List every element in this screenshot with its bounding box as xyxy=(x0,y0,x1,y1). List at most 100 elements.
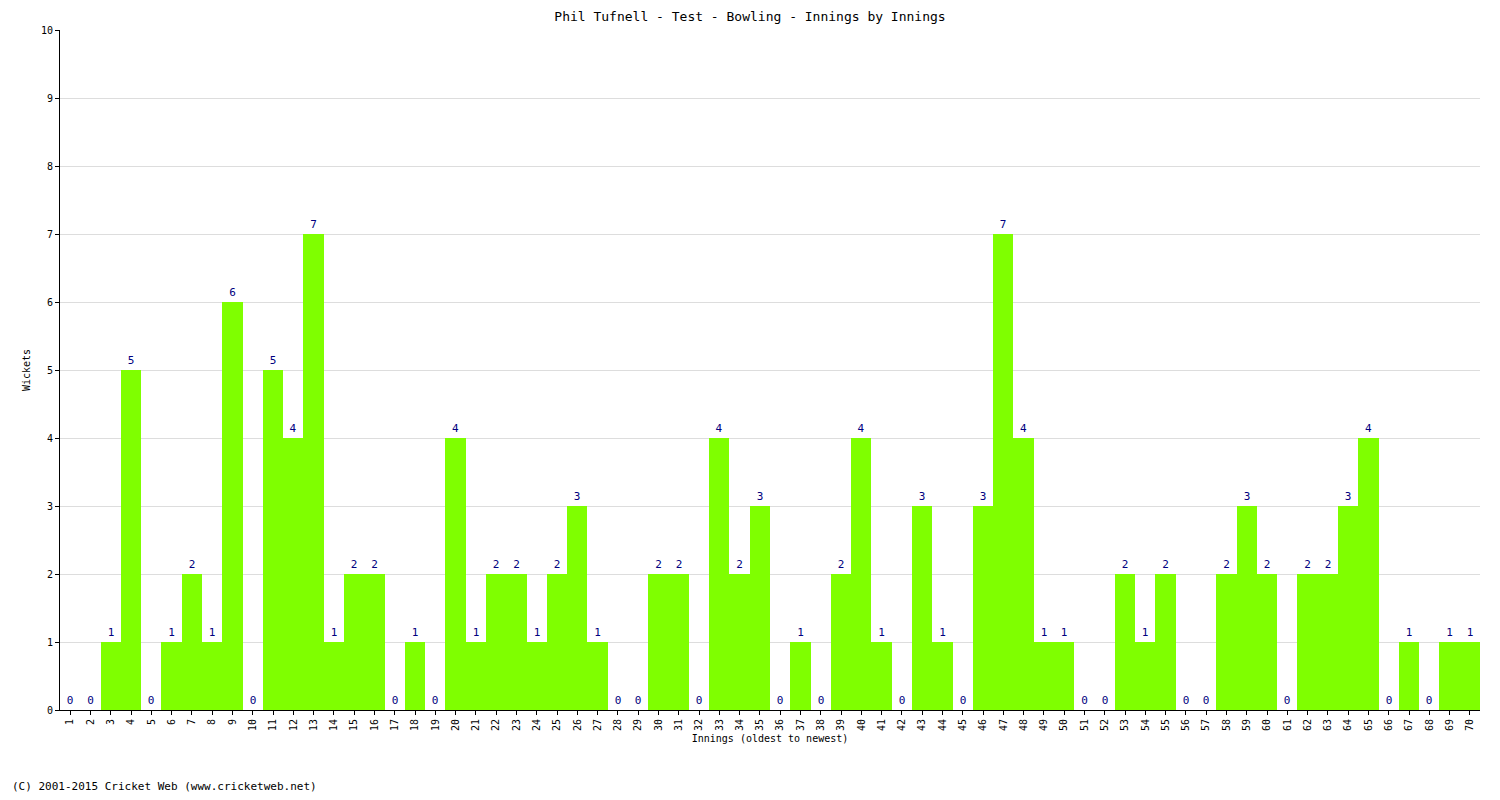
svg-text:2: 2 xyxy=(1304,558,1311,571)
svg-text:2: 2 xyxy=(1223,558,1230,571)
svg-text:52: 52 xyxy=(1099,719,1110,731)
svg-text:16: 16 xyxy=(369,719,380,731)
svg-text:20: 20 xyxy=(450,719,461,731)
svg-text:0: 0 xyxy=(1203,694,1210,707)
svg-text:2: 2 xyxy=(676,558,683,571)
svg-text:35: 35 xyxy=(754,719,765,731)
svg-text:62: 62 xyxy=(1302,719,1313,731)
svg-text:18: 18 xyxy=(409,719,420,731)
svg-text:60: 60 xyxy=(1261,719,1272,731)
svg-text:Wickets: Wickets xyxy=(21,349,32,391)
svg-text:70: 70 xyxy=(1464,719,1475,731)
svg-text:40: 40 xyxy=(856,719,867,731)
svg-text:4: 4 xyxy=(1020,422,1027,435)
svg-text:3: 3 xyxy=(757,490,764,503)
svg-text:3: 3 xyxy=(574,490,581,503)
svg-text:2: 2 xyxy=(493,558,500,571)
svg-text:22: 22 xyxy=(490,719,501,731)
svg-text:1: 1 xyxy=(1446,626,1453,639)
svg-text:5: 5 xyxy=(128,354,135,367)
svg-text:1: 1 xyxy=(1406,626,1413,639)
svg-text:27: 27 xyxy=(592,719,603,731)
svg-text:1: 1 xyxy=(473,626,480,639)
svg-text:0: 0 xyxy=(818,694,825,707)
svg-text:32: 32 xyxy=(693,719,704,731)
svg-text:0: 0 xyxy=(1081,694,1088,707)
svg-text:4: 4 xyxy=(1365,422,1372,435)
svg-text:24: 24 xyxy=(531,719,542,731)
svg-text:49: 49 xyxy=(1038,719,1049,731)
svg-text:50: 50 xyxy=(1058,719,1069,731)
svg-text:9: 9 xyxy=(47,93,53,104)
svg-text:55: 55 xyxy=(1160,719,1171,731)
svg-text:5: 5 xyxy=(146,719,157,725)
svg-text:1: 1 xyxy=(939,626,946,639)
svg-text:4: 4 xyxy=(716,422,723,435)
svg-text:3: 3 xyxy=(105,719,116,725)
svg-text:0: 0 xyxy=(696,694,703,707)
svg-text:61: 61 xyxy=(1282,719,1293,731)
svg-text:3: 3 xyxy=(47,501,53,512)
svg-text:6: 6 xyxy=(229,286,236,299)
svg-text:3: 3 xyxy=(919,490,926,503)
svg-text:2: 2 xyxy=(1264,558,1271,571)
svg-text:58: 58 xyxy=(1221,719,1232,731)
svg-text:26: 26 xyxy=(572,719,583,731)
svg-text:3: 3 xyxy=(1345,490,1352,503)
svg-text:(C) 2001-2015 Cricket Web (www: (C) 2001-2015 Cricket Web (www.cricketwe… xyxy=(12,780,317,793)
svg-text:Innings (oldest to newest): Innings (oldest to newest) xyxy=(692,733,849,744)
svg-text:53: 53 xyxy=(1119,719,1130,731)
svg-text:4: 4 xyxy=(290,422,297,435)
svg-text:1: 1 xyxy=(1467,626,1474,639)
svg-text:2: 2 xyxy=(554,558,561,571)
svg-text:2: 2 xyxy=(371,558,378,571)
svg-text:44: 44 xyxy=(937,719,948,731)
svg-text:23: 23 xyxy=(511,719,522,731)
svg-text:15: 15 xyxy=(348,719,359,731)
svg-text:65: 65 xyxy=(1363,719,1374,731)
svg-text:7: 7 xyxy=(1000,218,1007,231)
svg-text:6: 6 xyxy=(166,719,177,725)
svg-text:5: 5 xyxy=(270,354,277,367)
svg-text:1: 1 xyxy=(412,626,419,639)
svg-text:2: 2 xyxy=(1122,558,1129,571)
svg-text:0: 0 xyxy=(1386,694,1393,707)
svg-text:0: 0 xyxy=(1102,694,1109,707)
svg-text:0: 0 xyxy=(1183,694,1190,707)
svg-text:0: 0 xyxy=(87,694,94,707)
svg-text:39: 39 xyxy=(835,719,846,731)
svg-text:1: 1 xyxy=(1041,626,1048,639)
svg-text:0: 0 xyxy=(777,694,784,707)
svg-text:38: 38 xyxy=(815,719,826,731)
svg-text:45: 45 xyxy=(957,719,968,731)
svg-text:31: 31 xyxy=(673,719,684,731)
svg-text:0: 0 xyxy=(432,694,439,707)
svg-text:4: 4 xyxy=(858,422,865,435)
svg-text:0: 0 xyxy=(615,694,622,707)
svg-text:46: 46 xyxy=(977,719,988,731)
svg-text:25: 25 xyxy=(551,719,562,731)
svg-text:42: 42 xyxy=(896,719,907,731)
svg-text:1: 1 xyxy=(209,626,216,639)
svg-text:64: 64 xyxy=(1342,719,1353,731)
svg-text:69: 69 xyxy=(1444,719,1455,731)
svg-text:1: 1 xyxy=(594,626,601,639)
svg-text:63: 63 xyxy=(1322,719,1333,731)
svg-text:51: 51 xyxy=(1079,719,1090,731)
svg-text:2: 2 xyxy=(1325,558,1332,571)
svg-text:19: 19 xyxy=(430,719,441,731)
svg-text:4: 4 xyxy=(452,422,459,435)
svg-text:2: 2 xyxy=(351,558,358,571)
svg-text:36: 36 xyxy=(774,719,785,731)
svg-text:54: 54 xyxy=(1140,719,1151,731)
svg-text:11: 11 xyxy=(267,719,278,731)
svg-text:6: 6 xyxy=(47,297,53,308)
svg-text:66: 66 xyxy=(1383,719,1394,731)
svg-text:0: 0 xyxy=(148,694,155,707)
svg-text:0: 0 xyxy=(635,694,642,707)
svg-text:1: 1 xyxy=(47,637,53,648)
svg-text:8: 8 xyxy=(47,161,53,172)
svg-text:34: 34 xyxy=(734,719,745,731)
svg-text:30: 30 xyxy=(653,719,664,731)
svg-text:41: 41 xyxy=(876,719,887,731)
